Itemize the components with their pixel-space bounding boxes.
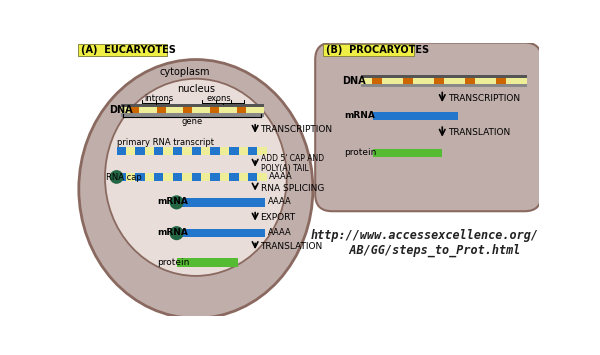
Bar	[191, 147, 201, 155]
Text: EXPORT: EXPORT	[260, 213, 296, 222]
Bar	[191, 173, 201, 181]
Text: cytoplasm: cytoplasm	[159, 67, 209, 77]
Bar	[361, 78, 527, 84]
Bar	[173, 173, 182, 181]
Bar	[163, 173, 173, 181]
Bar	[136, 147, 145, 155]
Bar	[373, 149, 442, 157]
Text: http://www.accessexcellence.org/
   AB/GG/steps_to_Prot.html: http://www.accessexcellence.org/ AB/GG/s…	[311, 229, 539, 257]
Bar	[176, 198, 265, 207]
Text: mRNA: mRNA	[344, 111, 376, 120]
Bar	[136, 173, 145, 181]
Bar	[176, 229, 265, 237]
Text: RNA SPLICING: RNA SPLICING	[260, 184, 324, 193]
Text: DNA: DNA	[110, 105, 133, 115]
Bar	[229, 147, 239, 155]
Text: exons: exons	[206, 93, 232, 103]
Circle shape	[170, 227, 183, 240]
Bar	[126, 173, 136, 181]
Bar	[157, 107, 166, 114]
Bar	[121, 104, 263, 107]
Bar	[239, 173, 248, 181]
Bar	[257, 173, 266, 181]
Bar	[78, 44, 167, 56]
Text: gene: gene	[181, 117, 203, 126]
Bar	[372, 78, 382, 84]
Bar	[237, 107, 246, 114]
Bar	[257, 147, 266, 155]
Text: AAAA: AAAA	[268, 197, 292, 207]
Bar	[201, 147, 211, 155]
Bar	[465, 78, 475, 84]
Bar	[154, 173, 163, 181]
Bar	[403, 78, 413, 84]
Bar	[126, 147, 136, 155]
Text: DNA: DNA	[342, 76, 366, 86]
Text: TRANSLATION: TRANSLATION	[260, 242, 323, 251]
Text: AAAA: AAAA	[268, 228, 292, 237]
Text: ADD 5' CAP AND
POLY(A) TAIL: ADD 5' CAP AND POLY(A) TAIL	[260, 154, 323, 173]
Bar	[323, 44, 414, 56]
Bar	[130, 107, 139, 114]
Bar	[121, 107, 263, 114]
Text: (A)  EUCARYOTES: (A) EUCARYOTES	[81, 45, 176, 55]
Bar	[434, 78, 444, 84]
Bar	[182, 147, 191, 155]
Bar	[184, 107, 193, 114]
Bar	[373, 112, 458, 120]
Bar	[239, 147, 248, 155]
Ellipse shape	[105, 79, 287, 276]
Text: protein: protein	[344, 148, 377, 157]
Circle shape	[110, 171, 122, 183]
FancyBboxPatch shape	[315, 43, 542, 211]
Text: introns: introns	[144, 93, 173, 103]
Circle shape	[170, 196, 183, 209]
Bar	[116, 173, 126, 181]
Text: RNA cap: RNA cap	[106, 173, 142, 182]
Text: protein: protein	[157, 257, 190, 267]
Bar	[229, 173, 239, 181]
Bar	[145, 147, 154, 155]
Text: mRNA: mRNA	[157, 197, 188, 207]
Text: TRANSCRIPTION: TRANSCRIPTION	[260, 125, 332, 134]
Bar	[176, 258, 238, 267]
Text: AAAA: AAAA	[269, 172, 293, 181]
Bar	[121, 114, 263, 116]
Text: mRNA: mRNA	[157, 228, 188, 237]
Bar	[116, 147, 126, 155]
Ellipse shape	[79, 60, 313, 318]
Bar	[248, 173, 257, 181]
Bar	[211, 173, 220, 181]
Bar	[163, 147, 173, 155]
Bar	[211, 147, 220, 155]
Bar	[201, 173, 211, 181]
Bar	[173, 147, 182, 155]
Bar	[361, 75, 527, 78]
Bar	[220, 173, 229, 181]
Bar	[210, 107, 219, 114]
Bar	[154, 147, 163, 155]
Text: primary RNA transcript: primary RNA transcript	[116, 138, 214, 147]
Bar	[220, 147, 229, 155]
Bar	[248, 147, 257, 155]
Bar	[145, 173, 154, 181]
Bar	[182, 173, 191, 181]
Text: (B)  PROCARYOTES: (B) PROCARYOTES	[326, 45, 429, 55]
Bar	[361, 84, 527, 87]
Text: nucleus: nucleus	[177, 84, 215, 94]
Bar	[496, 78, 506, 84]
Text: TRANSCRIPTION: TRANSCRIPTION	[448, 93, 520, 103]
Text: TRANSLATION: TRANSLATION	[448, 128, 510, 137]
